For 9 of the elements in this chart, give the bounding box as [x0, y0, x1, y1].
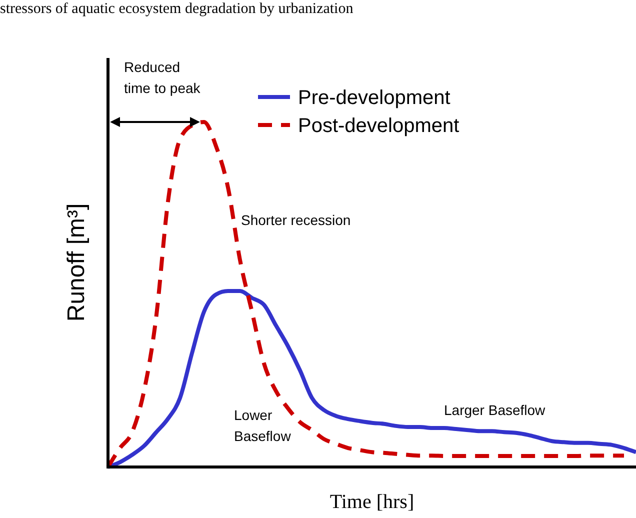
- legend-label: Pre-development: [298, 87, 451, 109]
- chart-title: stressors of aquatic ecosystem degradation by urbanization: [0, 1, 354, 17]
- annotation: Lower Baseflow: [234, 407, 292, 444]
- annotation: Shorter recession: [241, 212, 351, 228]
- annotation: Larger Baseflow: [444, 402, 546, 418]
- legend-label: Post-development: [298, 115, 460, 137]
- text: Reduced time to peak: [124, 59, 202, 96]
- y-axis-title: Runoff [m³]: [63, 203, 90, 322]
- x-axis-title: Time [hrs]: [330, 491, 414, 513]
